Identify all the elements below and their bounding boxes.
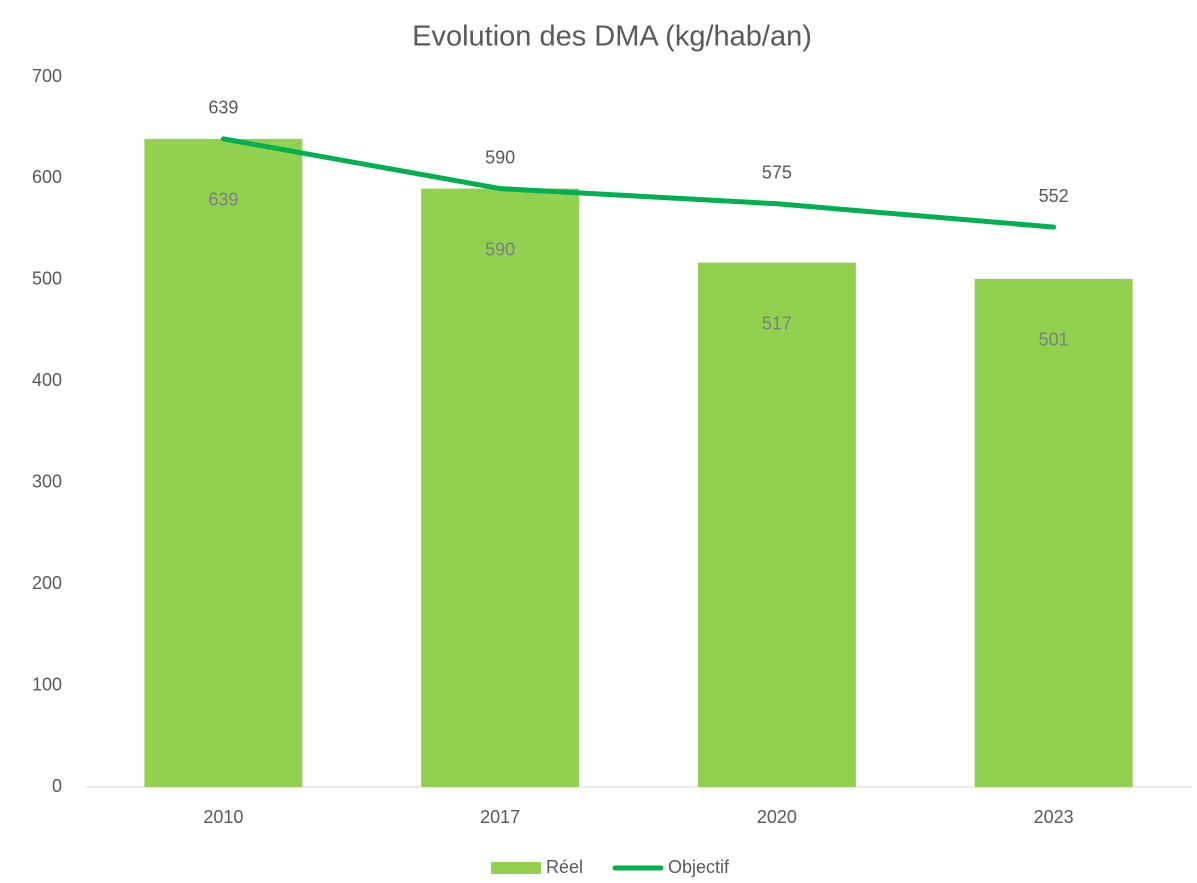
bar bbox=[144, 138, 303, 787]
x-tick-label: 2010 bbox=[203, 807, 243, 827]
x-tick-label: 2020 bbox=[757, 807, 797, 827]
x-tick-label: 2023 bbox=[1034, 807, 1074, 827]
y-tick-label: 700 bbox=[32, 66, 62, 86]
chart-title: Evolution des DMA (kg/hab/an) bbox=[412, 21, 812, 53]
line-value-label: 552 bbox=[1039, 186, 1069, 206]
line-value-label: 590 bbox=[485, 147, 515, 167]
x-tick-label: 2017 bbox=[480, 807, 520, 827]
y-tick-label: 600 bbox=[32, 167, 62, 187]
y-tick-label: 500 bbox=[32, 269, 62, 289]
line-value-label: 575 bbox=[762, 163, 792, 183]
y-tick-label: 300 bbox=[32, 471, 62, 491]
y-tick-label: 200 bbox=[32, 573, 62, 593]
line bbox=[220, 136, 1057, 230]
bar bbox=[421, 188, 580, 788]
legend-label: Réel bbox=[546, 857, 583, 877]
y-tick-label: 100 bbox=[32, 674, 62, 694]
line-value-label: 639 bbox=[208, 98, 238, 118]
bar bbox=[974, 278, 1133, 787]
bar-value-label: 501 bbox=[1039, 330, 1069, 350]
bar-value-label: 639 bbox=[208, 190, 238, 210]
bar-value-label: 517 bbox=[762, 313, 792, 333]
y-tick-label: 400 bbox=[32, 370, 62, 390]
bar bbox=[697, 262, 856, 788]
legend-label: Objectif bbox=[668, 857, 730, 877]
bar-value-label: 590 bbox=[485, 239, 515, 259]
legend-swatch bbox=[491, 862, 541, 874]
y-tick-label: 0 bbox=[52, 776, 62, 796]
